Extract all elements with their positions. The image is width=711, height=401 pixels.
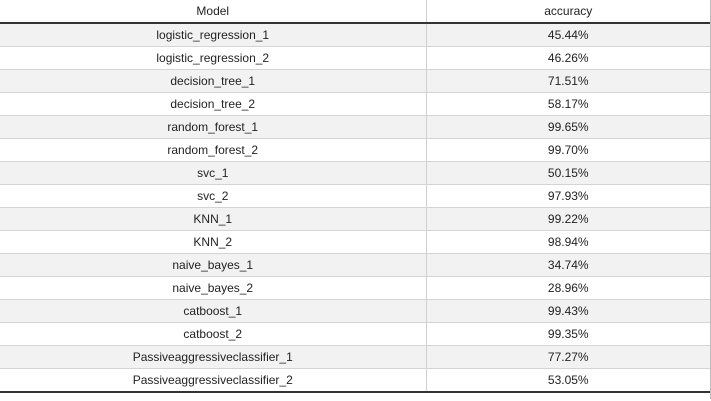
table-row[interactable]: random_forest_2 99.70% bbox=[0, 138, 710, 162]
model-name-cell: Passiveaggressiveclassifier_1 bbox=[0, 345, 427, 369]
accuracy-cell: 53.05% bbox=[426, 368, 710, 393]
table-body: logistic_regression_1 45.44% logistic_regr… bbox=[0, 23, 710, 393]
model-name-cell: catboost_1 bbox=[0, 299, 427, 323]
accuracy-cell: 28.96% bbox=[426, 276, 710, 300]
table-row[interactable]: KNN_1 99.22% bbox=[0, 207, 710, 231]
model-name-cell: naive_bayes_1 bbox=[0, 253, 427, 277]
model-name-cell: logistic_regression_2 bbox=[0, 46, 427, 70]
table-row[interactable]: logistic_regression_2 46.26% bbox=[0, 46, 710, 70]
table-row[interactable]: Passiveaggressiveclassifier_2 53.05% bbox=[0, 368, 710, 393]
table-row[interactable]: decision_tree_1 71.51% bbox=[0, 69, 710, 93]
table-row[interactable]: naive_bayes_1 34.74% bbox=[0, 253, 710, 277]
accuracy-cell: 97.93% bbox=[426, 184, 710, 208]
model-name-cell: decision_tree_2 bbox=[0, 92, 427, 116]
model-name-cell: logistic_regression_1 bbox=[0, 23, 427, 47]
accuracy-cell: 71.51% bbox=[426, 69, 710, 93]
accuracy-cell: 98.94% bbox=[426, 230, 710, 254]
accuracy-cell: 77.27% bbox=[426, 345, 710, 369]
table-row[interactable]: decision_tree_2 58.17% bbox=[0, 92, 710, 116]
accuracy-cell: 99.65% bbox=[426, 115, 710, 139]
table-row[interactable]: KNN_2 98.94% bbox=[0, 230, 710, 254]
model-accuracy-table: Model accuracy logistic_regression_1 45.4… bbox=[0, 0, 710, 393]
table-row[interactable]: catboost_1 99.43% bbox=[0, 299, 710, 323]
accuracy-cell: 99.43% bbox=[426, 299, 710, 323]
accuracy-cell: 50.15% bbox=[426, 161, 710, 185]
accuracy-cell: 99.22% bbox=[426, 207, 710, 231]
accuracy-cell: 45.44% bbox=[426, 23, 710, 47]
table-row[interactable]: svc_2 97.93% bbox=[0, 184, 710, 208]
accuracy-cell: 46.26% bbox=[426, 46, 710, 70]
table-row[interactable]: logistic_regression_1 45.44% bbox=[0, 23, 710, 47]
model-name-cell: svc_1 bbox=[0, 161, 427, 185]
accuracy-cell: 58.17% bbox=[426, 92, 710, 116]
model-name-cell: decision_tree_1 bbox=[0, 69, 427, 93]
model-name-cell: random_forest_2 bbox=[0, 138, 427, 162]
accuracy-cell: 99.35% bbox=[426, 322, 710, 346]
table-row[interactable]: Passiveaggressiveclassifier_1 77.27% bbox=[0, 345, 710, 369]
model-name-cell: catboost_2 bbox=[0, 322, 427, 346]
header-row: Model accuracy bbox=[0, 0, 710, 24]
table-header: Model accuracy bbox=[0, 0, 710, 24]
model-name-cell: Passiveaggressiveclassifier_2 bbox=[0, 368, 427, 393]
table-row[interactable]: random_forest_1 99.65% bbox=[0, 115, 710, 139]
model-name-cell: KNN_1 bbox=[0, 207, 427, 231]
column-header-accuracy[interactable]: accuracy bbox=[426, 0, 710, 24]
table-row[interactable]: svc_1 50.15% bbox=[0, 161, 710, 185]
accuracy-cell: 34.74% bbox=[426, 253, 710, 277]
model-name-cell: naive_bayes_2 bbox=[0, 276, 427, 300]
accuracy-cell: 99.70% bbox=[426, 138, 710, 162]
table-row[interactable]: naive_bayes_2 28.96% bbox=[0, 276, 710, 300]
model-name-cell: svc_2 bbox=[0, 184, 427, 208]
model-name-cell: KNN_2 bbox=[0, 230, 427, 254]
table-row[interactable]: catboost_2 99.35% bbox=[0, 322, 710, 346]
model-name-cell: random_forest_1 bbox=[0, 115, 427, 139]
column-header-model[interactable]: Model bbox=[0, 0, 427, 24]
